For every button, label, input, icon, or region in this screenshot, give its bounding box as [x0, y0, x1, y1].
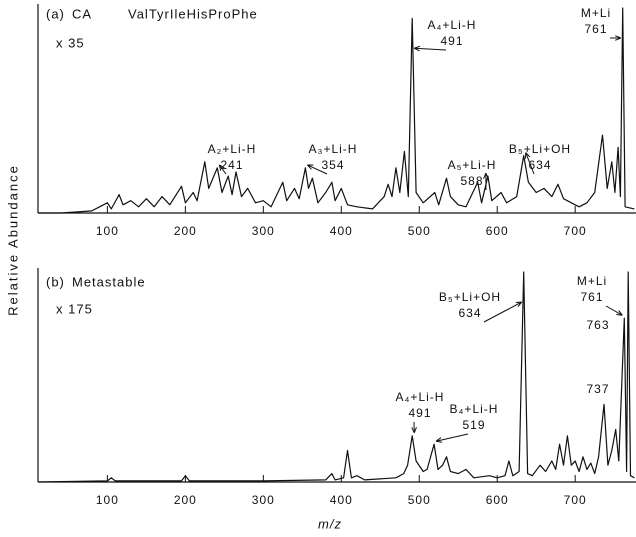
peak-mz: 354 [321, 158, 344, 172]
x-tick-label: 200 [174, 224, 197, 238]
x-tick-label: 300 [252, 224, 275, 238]
annotation-arrow [435, 433, 469, 442]
annotation-arrow [307, 164, 328, 175]
peak-mz: 491 [408, 406, 431, 420]
spectrum-line [38, 7, 635, 214]
x-tick-label: 300 [252, 493, 275, 507]
annotation-arrow [605, 305, 623, 316]
peak-mz: 588 [460, 174, 483, 188]
peak-annotation: B₄+Li-H [450, 402, 499, 416]
panel-label: (b) [46, 274, 65, 289]
annotation-arrow [525, 152, 535, 175]
peak-mz: 241 [220, 158, 243, 172]
spectrum-line [37, 271, 635, 483]
peak-mz: 634 [458, 306, 481, 320]
x-tick-label: 500 [408, 493, 431, 507]
subtitle: ValTyrIleHisProPhe [128, 6, 258, 21]
arrow-head [411, 427, 417, 434]
x-tick-label: 700 [564, 224, 587, 238]
peak-annotation: M+Li [581, 6, 611, 20]
x-tick-label: 200 [174, 493, 197, 507]
title: Metastable [72, 274, 146, 289]
arrow-head [414, 45, 421, 52]
peak-mz: 634 [528, 158, 551, 172]
x-tick-label: 700 [564, 493, 587, 507]
arrow-head [435, 437, 443, 443]
x-axis-label: m/z [318, 516, 342, 531]
x-tick-label: 600 [486, 493, 509, 507]
panel-label: (a) [46, 6, 65, 21]
arrow-head [616, 310, 623, 316]
x-tick-label: 600 [486, 224, 509, 238]
y-axis-label: Relative Abundance [5, 164, 20, 316]
peak-mz: 761 [584, 22, 607, 36]
annotation-arrow [483, 301, 522, 323]
x-tick-label: 400 [330, 493, 353, 507]
annotation-arrow [414, 47, 447, 51]
peak-mz: 761 [580, 290, 603, 304]
arrow-head [218, 164, 225, 171]
peak-annotation: A₂+Li-H [208, 142, 257, 156]
peak-mz: 519 [462, 418, 485, 432]
peak-mz: 737 [586, 382, 609, 396]
peak-annotation: B₅+Li+OH [509, 142, 571, 156]
arrow-head [307, 164, 314, 170]
peak-annotation: A₄+Li-H [396, 390, 445, 404]
peak-annotation: A₄+Li-H [428, 18, 477, 32]
x-tick-label: 100 [96, 224, 119, 238]
peak-annotation: A₅+Li-H [448, 158, 497, 172]
arrow-head [515, 301, 523, 307]
peak-annotation: B₅+Li+OH [439, 290, 501, 304]
title: CA [72, 6, 92, 21]
peak-mz: 763 [586, 318, 609, 332]
scale-label: x 175 [56, 301, 93, 316]
arrow-head [525, 152, 531, 159]
x-tick-label: 500 [408, 224, 431, 238]
x-tick-label: 400 [330, 224, 353, 238]
annotation-arrow [218, 164, 227, 175]
peak-annotation: A₃+Li-H [309, 142, 358, 156]
x-tick-label: 100 [96, 493, 119, 507]
peak-mz: 491 [440, 34, 463, 48]
peak-annotation: M+Li [577, 274, 607, 288]
arrow-head [615, 35, 621, 41]
scale-label: x 35 [56, 35, 85, 50]
arrow-head [483, 172, 489, 179]
